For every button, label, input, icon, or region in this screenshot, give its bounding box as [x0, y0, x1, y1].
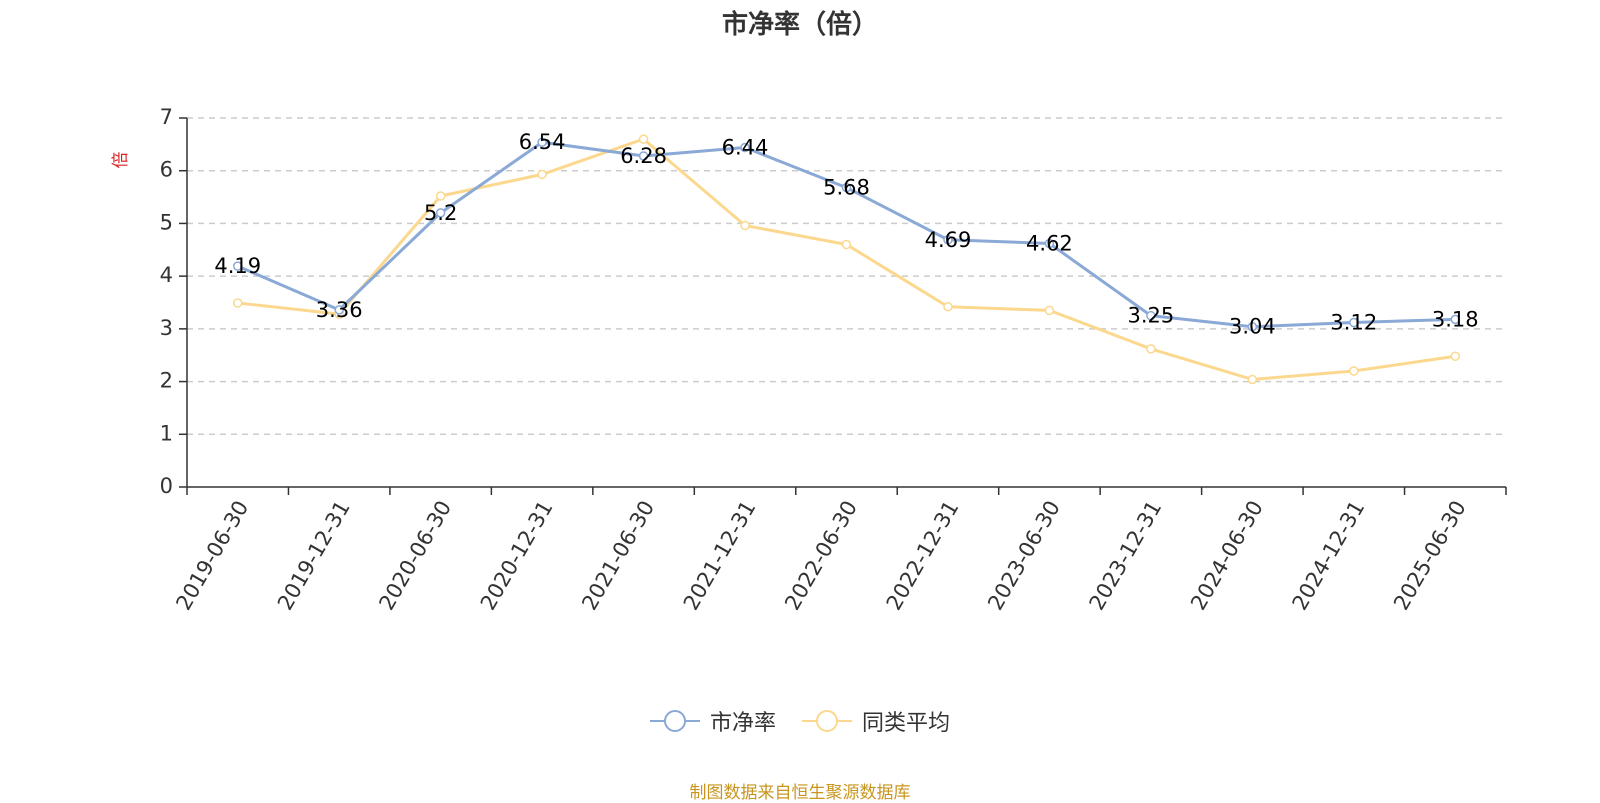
x-tick-label: 2019-12-31 [273, 497, 355, 615]
data-label: 6.54 [519, 130, 566, 154]
data-label: 3.18 [1432, 307, 1479, 331]
legend-item-series-1[interactable]: 市净率 [649, 705, 776, 737]
source-note: 制图数据来自恒生聚源数据库 [689, 783, 911, 803]
y-tick-label: 6 [160, 158, 173, 182]
chart-title: 市净率（倍） [721, 10, 878, 40]
data-point-series-1 [1247, 321, 1258, 332]
grid-lines [187, 117, 1506, 436]
y-tick-label: 5 [160, 210, 173, 234]
legend-label-series-2: 同类平均 [862, 711, 951, 736]
data-point-series-2 [1349, 366, 1359, 376]
y-tick-label: 4 [160, 263, 173, 287]
data-point-series-2 [435, 191, 446, 201]
x-tick-label: 2024-12-31 [1288, 497, 1370, 615]
data-label: 3.25 [1128, 304, 1175, 328]
data-label: 4.69 [925, 228, 972, 252]
x-tick-label: 2019-06-30 [171, 497, 253, 615]
data-point-series-1 [841, 182, 852, 193]
x-tick-label: 2020-06-30 [374, 497, 456, 615]
data-point-series-1 [435, 208, 446, 218]
data-point-series-2 [740, 220, 750, 231]
x-tick-label: 2023-06-30 [983, 497, 1065, 615]
data-point-series-2 [1146, 344, 1156, 354]
y-tick-label: 3 [160, 316, 173, 340]
legend-marker-series-1 [649, 710, 700, 732]
data-labels: 4.19 3.36 5.2 6.54 6.28 6.44 5.68 4.69 4.62 3.25 3… [214, 130, 1478, 339]
data-label: 4.62 [1026, 231, 1073, 255]
data-label: 6.28 [620, 144, 667, 168]
y-axis-unit-label: 倍 [111, 152, 131, 169]
data-point-series-1 [638, 151, 649, 161]
series-line-1 [237, 140, 1456, 329]
y-tick-label: 1 [160, 421, 173, 445]
data-point-series-1 [334, 305, 344, 315]
data-label: 3.12 [1330, 311, 1377, 335]
data-point-series-1 [232, 261, 243, 271]
data-point-series-1 [537, 137, 547, 147]
x-tick-label: 2025-06-30 [1389, 497, 1471, 615]
data-point-series-1 [943, 235, 953, 245]
data-label: 3.36 [316, 298, 363, 322]
data-point-series-1 [1450, 314, 1461, 325]
x-tick-label: 2024-06-30 [1186, 497, 1268, 615]
data-label: 4.19 [214, 254, 261, 278]
data-label: 5.68 [823, 176, 870, 200]
data-point-series-2 [943, 301, 953, 312]
data-point-series-2 [537, 169, 547, 180]
x-tick-label: 2022-12-31 [882, 497, 964, 615]
data-point-series-2 [1247, 374, 1258, 385]
data-point-series-2 [638, 134, 649, 144]
data-point-series-1 [1349, 317, 1359, 328]
x-tick-label: 2022-06-30 [780, 497, 862, 615]
legend-label-series-1: 市净率 [709, 711, 776, 736]
data-label: 5.2 [424, 201, 457, 225]
data-point-series-1 [1146, 310, 1156, 321]
data-label: 6.44 [722, 136, 769, 160]
data-point-series-2 [232, 298, 243, 308]
x-tick-label: 2020-12-31 [476, 497, 558, 615]
y-tick-label: 0 [160, 474, 173, 498]
series-lines [232, 134, 1461, 385]
y-tick-label: 2 [160, 369, 173, 393]
data-point-series-2 [841, 239, 852, 250]
legend: 市净率 同类平均 [0, 705, 1600, 737]
data-point-series-1 [1044, 238, 1055, 249]
legend-item-series-2[interactable]: 同类平均 [802, 705, 950, 737]
x-tick-label: 2021-06-30 [577, 497, 659, 615]
y-tick-label: 7 [160, 105, 173, 129]
x-tick-label: 2021-12-31 [679, 497, 761, 615]
data-point-series-1 [740, 142, 750, 153]
data-label: 3.04 [1229, 315, 1276, 339]
legend-marker-series-2 [802, 710, 852, 732]
x-tick-label: 2023-12-31 [1085, 497, 1167, 615]
data-point-series-2 [1450, 351, 1461, 362]
data-point-series-2 [1044, 305, 1055, 316]
